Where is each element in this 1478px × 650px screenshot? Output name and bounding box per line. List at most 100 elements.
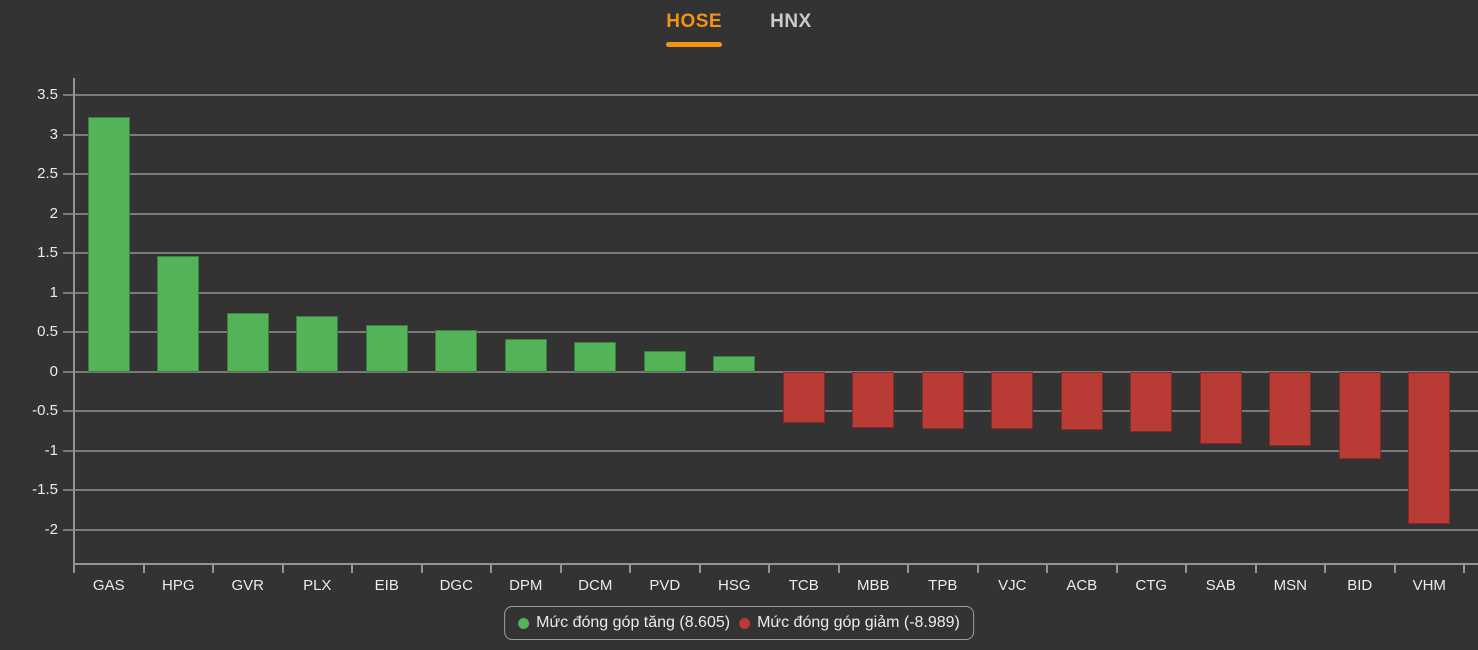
x-label-CTG: CTG <box>1135 577 1168 594</box>
bar-SAB[interactable] <box>1199 371 1242 444</box>
x-axis-tick <box>768 565 770 573</box>
gridline <box>74 528 1478 531</box>
x-axis-tick <box>73 565 75 573</box>
y-axis-label: 0 <box>49 362 58 380</box>
y-axis-label: -0.5 <box>32 402 58 420</box>
bar-GAS[interactable] <box>87 117 130 372</box>
bar-TCB[interactable] <box>782 371 825 424</box>
bar-MSN[interactable] <box>1269 371 1312 447</box>
x-axis-tick <box>698 565 701 573</box>
tab-hnx[interactable]: HNX <box>751 9 831 47</box>
x-label-PVD: PVD <box>649 577 681 594</box>
x-axis-tick <box>1046 565 1048 573</box>
y-axis-label: -2 <box>44 520 58 538</box>
bar-TPB[interactable] <box>921 371 964 429</box>
tab-hose[interactable]: HOSE <box>647 9 741 47</box>
bar-DCM[interactable] <box>574 341 617 372</box>
x-axis-tick <box>559 565 562 573</box>
y-axis-tick <box>63 212 73 215</box>
y-axis-tick <box>63 94 73 97</box>
gridline <box>74 291 1478 294</box>
y-axis-label: 3 <box>49 125 58 143</box>
x-label-PLX: PLX <box>303 577 332 594</box>
gridline <box>74 489 1478 492</box>
x-label-HPG: HPG <box>161 577 195 594</box>
y-axis-tick <box>63 449 73 452</box>
x-axis-line <box>73 563 1478 565</box>
y-axis-tick <box>63 489 73 492</box>
positive-series-dot-icon <box>518 617 530 629</box>
chart-legend: Mức đóng góp tăng (8.605) Mức đóng góp g… <box>504 606 974 640</box>
x-label-DGC: DGC <box>439 577 473 594</box>
legend-positive-label: Mức đóng góp tăng (8.605) <box>536 614 731 631</box>
x-label-GVR: GVR <box>231 577 264 594</box>
y-axis-tick <box>63 528 73 531</box>
x-axis-tick <box>1393 565 1396 573</box>
bar-CTG[interactable] <box>1130 371 1173 432</box>
bar-VJC[interactable] <box>991 371 1034 430</box>
x-label-GAS: GAS <box>92 577 125 594</box>
x-axis-tick <box>351 565 353 573</box>
x-axis-tick <box>976 565 979 573</box>
gridline <box>74 449 1478 452</box>
x-axis-tick <box>1463 565 1465 573</box>
x-label-VHM: VHM <box>1412 577 1446 594</box>
bar-DGC[interactable] <box>435 329 478 372</box>
tab-hose-label: HOSE <box>666 11 723 32</box>
x-label-MSN: MSN <box>1273 577 1307 594</box>
x-axis-tick <box>1115 565 1118 573</box>
x-label-DCM: DCM <box>578 577 613 594</box>
bar-DPM[interactable] <box>504 338 547 372</box>
bar-GVR[interactable] <box>226 312 269 372</box>
x-axis-tick <box>490 565 492 573</box>
x-axis-tick <box>1185 565 1187 573</box>
x-axis-tick <box>629 565 631 573</box>
gridline <box>74 94 1478 97</box>
x-axis-tick <box>420 565 423 573</box>
y-axis-tick <box>63 331 73 334</box>
x-label-ACB: ACB <box>1066 577 1098 594</box>
bar-MBB[interactable] <box>852 371 895 428</box>
y-axis-label: 0.5 <box>37 323 58 341</box>
legend-item-negative[interactable]: Mức đóng góp giảm (-8.989) <box>739 614 960 632</box>
y-axis-tick <box>63 291 73 294</box>
bar-ACB[interactable] <box>1060 371 1103 431</box>
bar-VHM[interactable] <box>1408 371 1451 525</box>
gridline <box>74 410 1478 413</box>
x-axis-tick <box>212 565 214 573</box>
x-label-VJC: VJC <box>998 577 1027 594</box>
x-axis-tick <box>1254 565 1257 573</box>
x-label-EIB: EIB <box>374 577 399 594</box>
x-label-SAB: SAB <box>1205 577 1236 594</box>
y-axis-label: 1.5 <box>37 244 58 262</box>
y-axis-tick <box>63 370 73 373</box>
y-axis-label: 2 <box>49 204 58 222</box>
y-axis-tick <box>63 133 73 136</box>
tab-bar: HOSE HNX <box>0 9 1478 47</box>
bar-HPG[interactable] <box>157 255 200 372</box>
y-axis-label: 1 <box>49 283 58 301</box>
gridline <box>74 133 1478 136</box>
x-label-BID: BID <box>1347 577 1373 594</box>
x-axis-tick <box>281 565 284 573</box>
x-axis-tick <box>907 565 909 573</box>
bar-BID[interactable] <box>1338 371 1381 459</box>
x-label-DPM: DPM <box>509 577 543 594</box>
bar-PLX[interactable] <box>296 315 339 372</box>
legend-item-positive[interactable]: Mức đóng góp tăng (8.605) <box>518 614 730 632</box>
y-axis-tick <box>63 173 73 176</box>
x-label-TPB: TPB <box>928 577 958 594</box>
y-axis-line <box>73 78 75 565</box>
y-axis-label: 2.5 <box>37 165 58 183</box>
gridline <box>74 370 1478 373</box>
bar-PVD[interactable] <box>643 351 686 372</box>
y-axis-label: -1 <box>44 441 58 459</box>
negative-series-dot-icon <box>739 617 751 629</box>
y-axis-tick <box>63 410 73 413</box>
bar-HSG[interactable] <box>713 356 756 372</box>
y-axis-label: 3.5 <box>37 86 58 104</box>
x-label-MBB: MBB <box>856 577 890 594</box>
bar-EIB[interactable] <box>365 325 408 372</box>
x-label-HSG: HSG <box>717 577 751 594</box>
